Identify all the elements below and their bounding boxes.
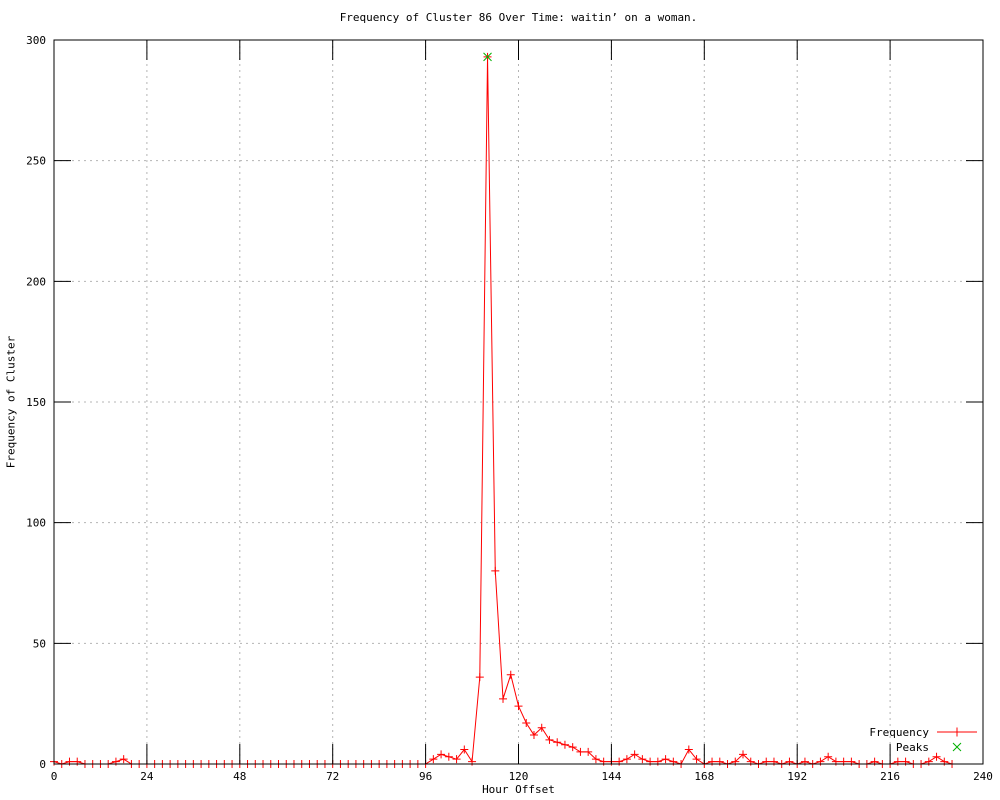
y-tick-label: 200 <box>26 275 46 288</box>
x-tick-label: 48 <box>233 770 246 783</box>
x-tick-label: 240 <box>973 770 993 783</box>
x-tick-label: 144 <box>601 770 621 783</box>
legend-entry-frequency: Frequency <box>869 725 977 739</box>
x-tick-label: 168 <box>694 770 714 783</box>
series-frequency <box>50 52 957 768</box>
legend: Frequency Peaks <box>869 725 977 754</box>
legend-label-frequency: Frequency <box>869 725 929 739</box>
legend-entry-peaks: Peaks <box>869 740 977 754</box>
gridlines <box>53 39 984 765</box>
x-tick-label: 192 <box>787 770 807 783</box>
series-peaks <box>483 52 492 62</box>
axes <box>53 39 984 765</box>
chart-title: Frequency of Cluster 86 Over Time: waiti… <box>339 11 698 24</box>
x-tick-label: 24 <box>140 770 154 783</box>
tick-labels: 0 24 48 72 96 120 144 168 192 216 240 0 50 100 150 200 2… <box>26 34 993 783</box>
x-axis-label: Hour Offset <box>482 783 555 796</box>
y-tick-label: 250 <box>26 155 46 168</box>
x-tick-label: 120 <box>509 770 529 783</box>
y-tick-label: 300 <box>26 34 46 47</box>
plus-markers <box>50 52 957 768</box>
y-tick-label: 0 <box>39 758 46 771</box>
x-tick-label: 72 <box>326 770 339 783</box>
x-tick-label: 96 <box>419 770 432 783</box>
y-tick-label: 150 <box>26 396 46 409</box>
y-tick-label: 50 <box>33 637 46 650</box>
x-tick-label: 216 <box>880 770 900 783</box>
legend-label-peaks: Peaks <box>895 740 929 754</box>
x-marker-sample-icon <box>952 742 962 752</box>
line-plus-sample-icon <box>937 727 977 737</box>
y-tick-label: 100 <box>26 517 46 530</box>
x-markers <box>483 52 492 62</box>
x-tick-label: 0 <box>51 770 58 783</box>
